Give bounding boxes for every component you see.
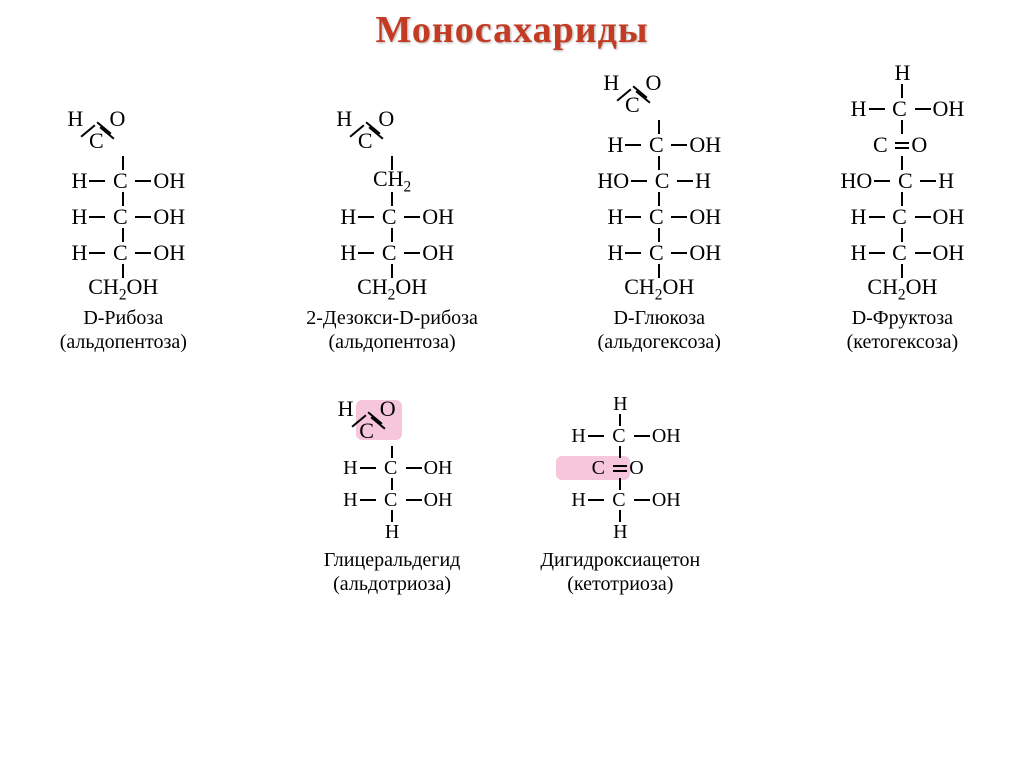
carbon-row: HCOH xyxy=(330,206,454,228)
bottom-row: H O C HCOH HCOH H Глицеральдегид(альдотриоз… xyxy=(0,394,1024,596)
top-row: H O C HCOH HCOH HCOH CH2OH D-Рибоза(альдопен… xyxy=(0,62,1024,354)
molecule: H O C HCOH HCOH HCOH CH2OH D-Рибоза(альдопен… xyxy=(60,108,187,354)
molecule: H O C HCOH HCOH H Глицеральдегид(альдотриоз… xyxy=(324,398,461,596)
carbon-row: HOCH xyxy=(597,170,721,192)
carbon-row: HCOH xyxy=(61,242,185,264)
molecule-label: Глицеральдегид(альдотриоза) xyxy=(324,548,461,596)
h-terminal: H xyxy=(560,394,681,414)
carbon-row: HCOH xyxy=(332,458,453,478)
vertical-bond xyxy=(619,446,621,458)
structural-formula: H O C CH2 HCOH HCOH CH2OH xyxy=(330,108,454,300)
molecule: H HCOH C O HCOH H Дигидроксиацетон(кетотрио… xyxy=(540,394,700,596)
aldehyde-group: H O C xyxy=(332,398,402,442)
aldehyde-group: H O C xyxy=(61,108,131,152)
structural-formula: H O C HCOH HCOH HCOH CH2OH xyxy=(61,108,185,300)
structural-formula: H HCOH C O HCOH H xyxy=(560,394,681,542)
carbon-row: HCOH xyxy=(841,98,965,120)
carbon-row: HCOH xyxy=(841,242,965,264)
carbon-row: CH2OH xyxy=(61,278,185,300)
carbon-row: CH2OH xyxy=(597,278,721,300)
h-terminal: H xyxy=(560,522,681,542)
carbon-row: HCOH xyxy=(597,134,721,156)
h-terminal: H xyxy=(841,62,965,84)
molecule: H O C HCOH HOCH HCOH HCOH CH2OH D-Глюкоза(аль… xyxy=(597,72,721,354)
molecule: H HCOH C O HOCH HCOH HCOH CH2OH D-Фруктоза(ке… xyxy=(841,62,965,354)
h-terminal: H xyxy=(332,522,453,542)
carbon-row: CH2 xyxy=(330,170,454,192)
carbon-row: HCOH xyxy=(597,206,721,228)
carbon-row: HCOH xyxy=(841,206,965,228)
page-title: Моносахариды xyxy=(0,0,1024,52)
carbon-row: HCOH xyxy=(560,426,681,446)
structural-formula: H O C HCOH HOCH HCOH HCOH CH2OH xyxy=(597,72,721,300)
carbon-row: HCOH xyxy=(61,206,185,228)
ketone-group: C O xyxy=(560,458,681,478)
carbon-row: CH2OH xyxy=(841,278,965,300)
ketone-group: C O xyxy=(841,134,965,156)
molecule-label: Дигидроксиацетон(кетотриоза) xyxy=(540,548,700,596)
molecule-label: 2-Дезокси-D-рибоза(альдопентоза) xyxy=(306,306,478,354)
carbon-row: HOCH xyxy=(841,170,965,192)
carbon-row: HCOH xyxy=(330,242,454,264)
structural-formula: H O C HCOH HCOH H xyxy=(332,398,453,542)
molecule: H O C CH2 HCOH HCOH CH2OH 2-Дезокси-D-рибоза… xyxy=(306,108,478,354)
carbon-row: HCOH xyxy=(560,490,681,510)
carbon-row: CH2OH xyxy=(330,278,454,300)
aldehyde-group: H O C xyxy=(597,72,667,116)
molecule-label: D-Фруктоза(кетогексоза) xyxy=(847,306,959,354)
vertical-bond xyxy=(901,120,903,134)
structural-formula: H HCOH C O HOCH HCOH HCOH CH2OH xyxy=(841,62,965,300)
carbon-row: HCOH xyxy=(597,242,721,264)
carbon-row: HCOH xyxy=(61,170,185,192)
molecule-label: D-Глюкоза(альдогексоза) xyxy=(598,306,721,354)
molecule-label: D-Рибоза(альдопентоза) xyxy=(60,306,187,354)
aldehyde-group: H O C xyxy=(330,108,400,152)
carbon-row: HCOH xyxy=(332,490,453,510)
